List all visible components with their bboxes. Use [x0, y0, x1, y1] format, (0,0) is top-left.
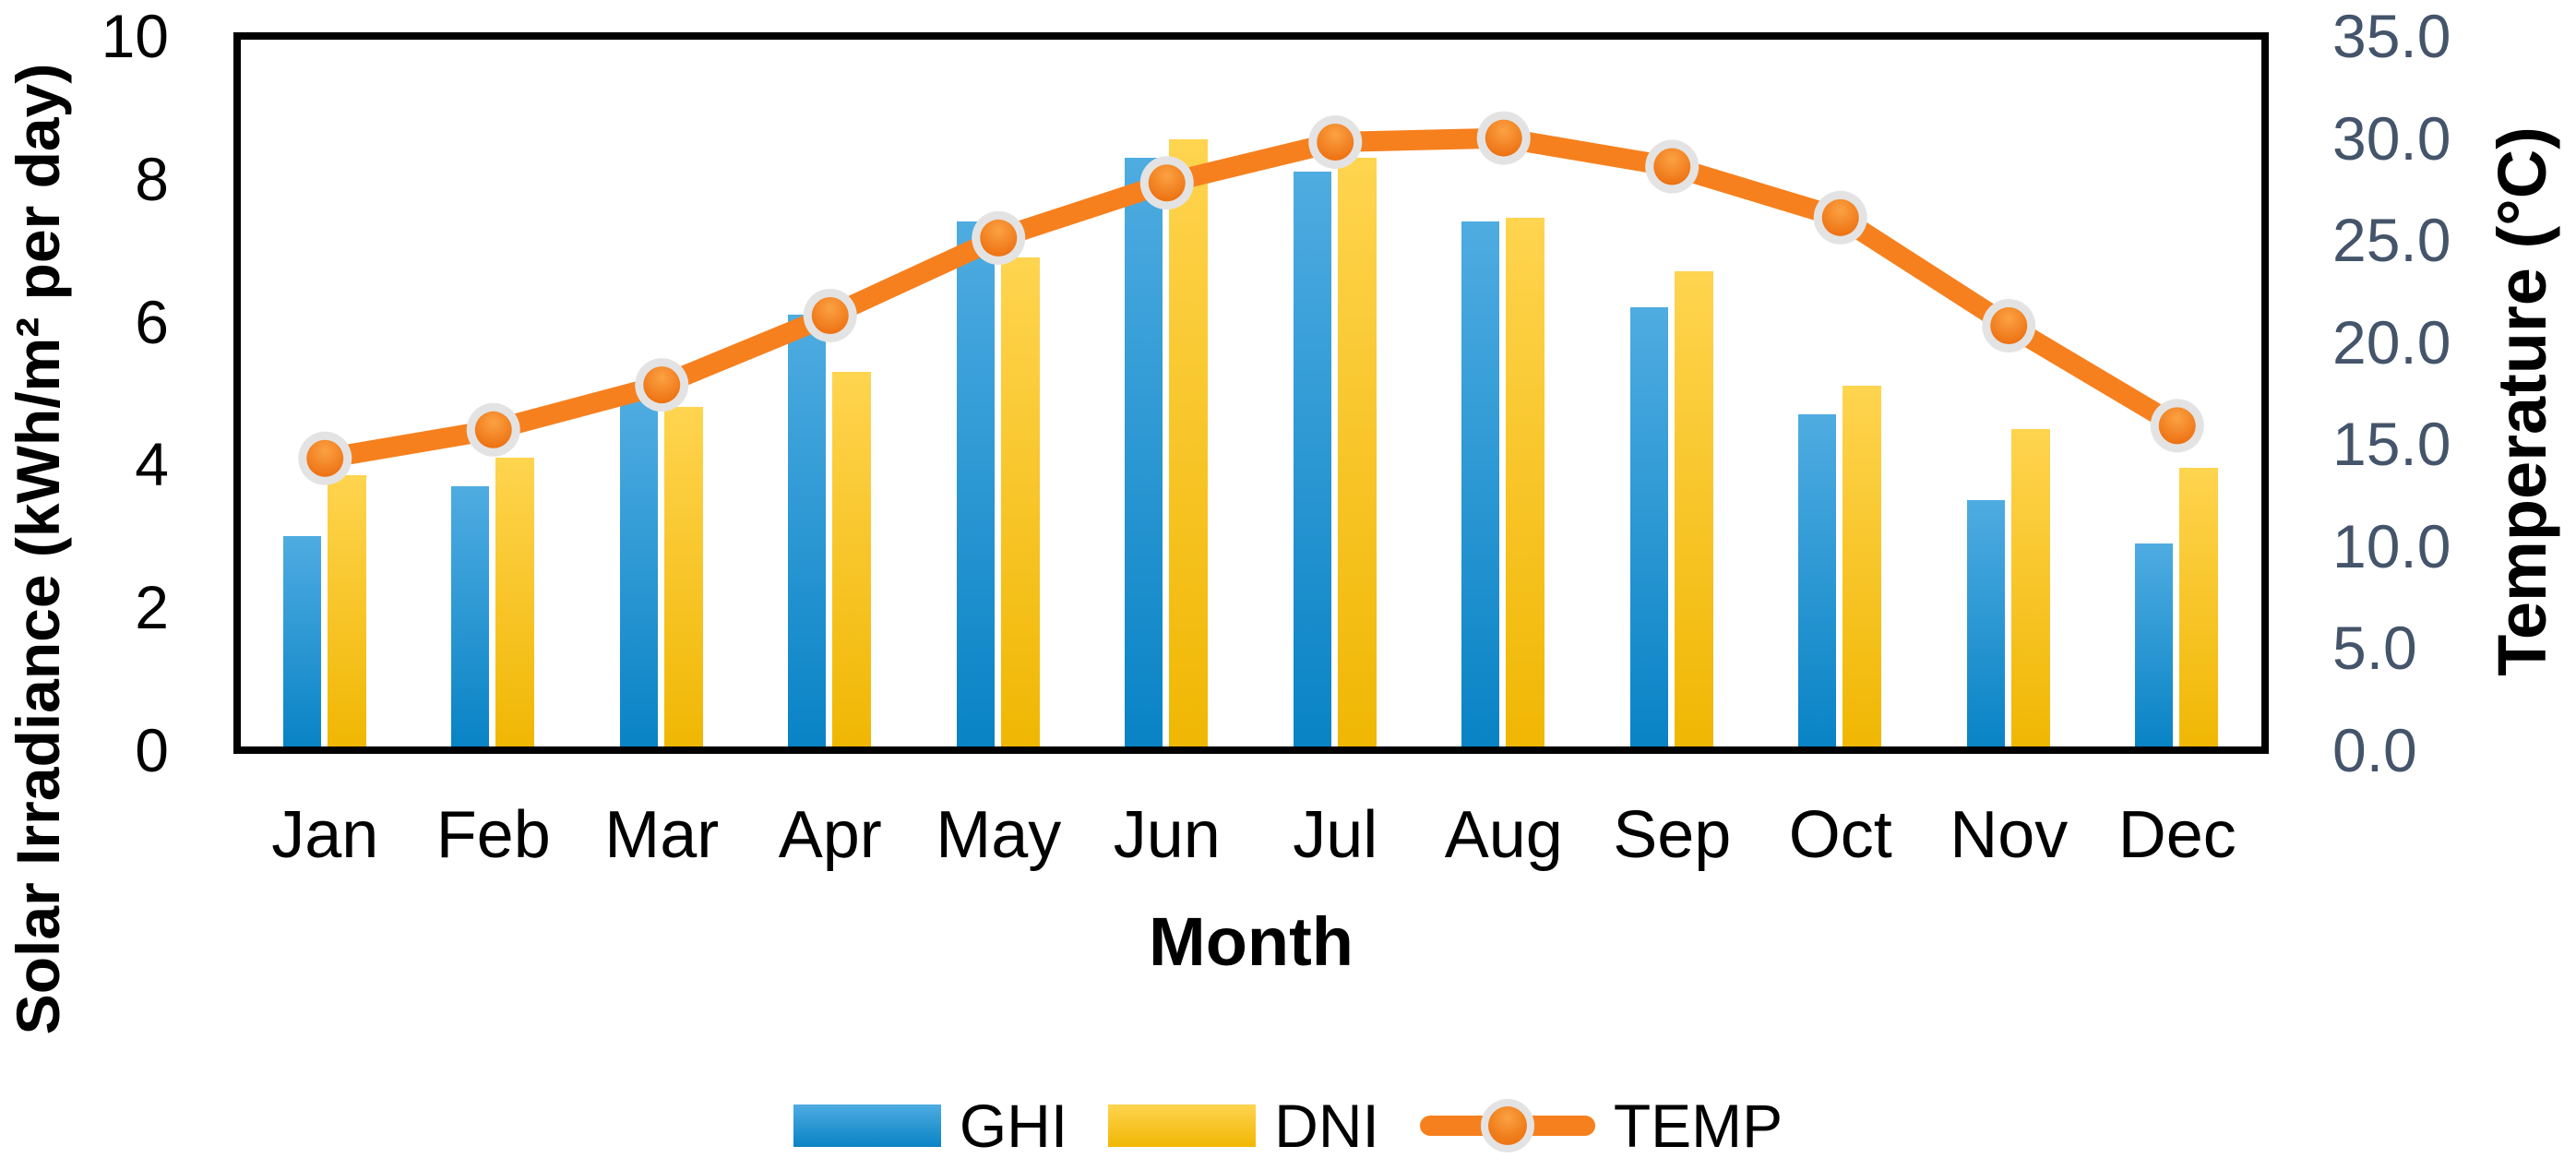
right-tick-label: 35.0	[2332, 2, 2451, 70]
temp-marker-may	[972, 210, 1026, 265]
dni-bar-feb	[495, 458, 534, 746]
ghi-bar-feb	[451, 486, 489, 746]
dni-bar-apr	[832, 372, 871, 746]
legend-item-temp: TEMP	[1419, 1092, 1783, 1160]
dni-swatch-icon	[1108, 1104, 1257, 1147]
ghi-bar-jan	[283, 536, 321, 746]
x-tick-label-jan: Jan	[271, 798, 379, 872]
legend-item-dni: DNI	[1108, 1094, 1379, 1157]
dni-bar-aug	[1506, 218, 1544, 746]
temp-line-marker-icon	[1419, 1098, 1595, 1153]
ghi-bar-aug	[1461, 221, 1499, 746]
x-tick-label-apr: Apr	[778, 798, 882, 872]
ghi-bar-may	[957, 221, 995, 746]
ghi-bar-jun	[1125, 158, 1163, 746]
dni-bar-jan	[328, 475, 366, 746]
temp-marker-nov	[1982, 299, 2036, 353]
ghi-swatch-icon	[793, 1104, 941, 1147]
left-tick-label: 10	[101, 2, 169, 70]
right-tick-label: 5.0	[2332, 614, 2417, 683]
legend-label-temp: TEMP	[1613, 1092, 1783, 1160]
legend-item-ghi: GHI	[793, 1094, 1067, 1157]
right-tick-label: 20.0	[2332, 307, 2451, 376]
dni-bar-oct	[1843, 386, 1881, 746]
x-tick-label-may: May	[936, 798, 1062, 872]
x-tick-label-mar: Mar	[604, 798, 720, 872]
x-tick-label-jun: Jun	[1113, 798, 1221, 872]
right-tick-label: 0.0	[2332, 716, 2417, 784]
legend-label-ghi: GHI	[959, 1092, 1068, 1160]
x-tick-label-sep: Sep	[1613, 798, 1732, 872]
ghi-bar-mar	[620, 400, 658, 746]
x-axis-title: Month	[1149, 903, 1354, 980]
x-tick-label-nov: Nov	[1950, 798, 2069, 872]
temp-marker-sep	[1645, 139, 1699, 194]
left-tick-label: 8	[135, 144, 169, 213]
ghi-bar-dec	[2135, 543, 2173, 746]
left-tick-label: 4	[135, 430, 169, 499]
dni-bar-nov	[2011, 429, 2050, 746]
temp-marker-aug	[1476, 111, 1531, 165]
temp-line	[315, 127, 2188, 469]
temp-marker-feb	[466, 402, 520, 457]
dni-bar-jun	[1169, 139, 1208, 746]
ghi-bar-jul	[1294, 172, 1331, 746]
left-tick-label: 2	[135, 573, 169, 642]
dni-bar-jul	[1338, 158, 1377, 746]
plot-area	[233, 32, 2269, 754]
x-tick-label-oct: Oct	[1788, 798, 1892, 872]
x-tick-label-feb: Feb	[435, 798, 551, 872]
dni-bar-may	[1001, 257, 1040, 746]
left-tick-label: 6	[135, 287, 169, 356]
ghi-bar-sep	[1630, 307, 1668, 746]
temp-marker-jan	[298, 431, 352, 485]
x-tick-label-dec: Dec	[2117, 798, 2236, 872]
bar-series-layer	[241, 40, 2261, 746]
temp-line-layer	[298, 111, 2204, 485]
temp-marker-jun	[1139, 156, 1194, 210]
left-tick-label: 0	[135, 716, 169, 784]
ghi-bar-oct	[1798, 414, 1836, 746]
temp-marker-oct	[1813, 190, 1867, 245]
x-tick-label-jul: Jul	[1293, 798, 1378, 872]
temp-marker-mar	[635, 358, 689, 412]
ghi-bar-apr	[788, 315, 826, 746]
right-tick-label: 30.0	[2332, 103, 2451, 173]
legend-label-dni: DNI	[1274, 1092, 1379, 1160]
right-tick-label: 25.0	[2332, 206, 2451, 275]
dni-bar-dec	[2179, 468, 2218, 746]
temp-marker-apr	[803, 288, 857, 342]
dni-bar-sep	[1675, 271, 1713, 746]
dni-bar-mar	[664, 407, 703, 746]
legend: GHI DNI TEMP	[0, 1094, 2576, 1157]
temp-marker-dec	[2150, 399, 2204, 453]
right-tick-label: 15.0	[2332, 410, 2451, 479]
x-tick-label-aug: Aug	[1444, 798, 1563, 872]
ghi-bar-nov	[1967, 500, 2005, 746]
right-tick-label: 10.0	[2332, 511, 2451, 580]
temp-marker-jul	[1308, 114, 1363, 169]
